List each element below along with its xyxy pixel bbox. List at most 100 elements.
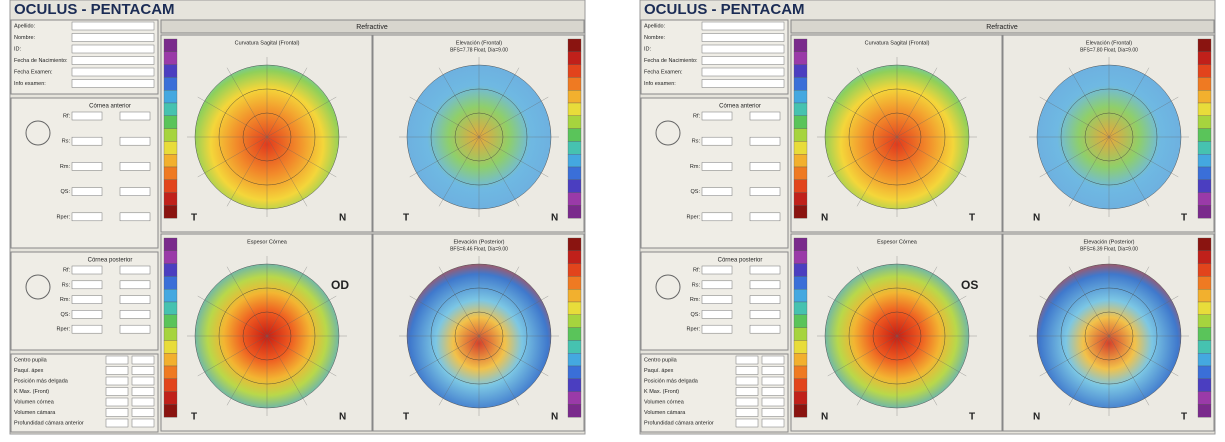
field-box [71, 295, 103, 304]
color-scale [1197, 179, 1212, 193]
map-title: Elevación (Frontal) [456, 40, 502, 46]
field-box [131, 418, 155, 428]
color-scale [163, 314, 178, 328]
color-scale [1197, 102, 1212, 116]
color-scale [163, 90, 178, 104]
field-box [105, 366, 129, 375]
color-scale [163, 301, 178, 315]
color-scale [567, 166, 582, 180]
field-label: Rs: [692, 282, 701, 288]
color-scale [793, 365, 808, 379]
measure-label: Centro pupila [14, 357, 48, 363]
map-title: Espesor Córnea [247, 239, 288, 245]
field-box [701, 324, 733, 334]
color-scale [1197, 289, 1212, 303]
measure-label: Profundidad cámara anterior [644, 420, 714, 426]
color-scale [793, 64, 808, 78]
measure-label: Volumen cámara [644, 410, 686, 416]
field-box [749, 324, 781, 334]
field-box [749, 187, 781, 196]
field-box [701, 33, 785, 42]
field-box [701, 56, 785, 65]
color-scale [1197, 378, 1212, 392]
field-label: Fecha Examen: [644, 69, 683, 75]
color-scale [1197, 205, 1212, 219]
field-box [119, 280, 151, 290]
field-label: QS: [61, 189, 71, 195]
field-box [749, 136, 781, 146]
color-scale [793, 378, 808, 392]
field-label: Apellido: [644, 23, 666, 29]
map-subtitle: BFS=6.46 Float, Dia=9.00 [450, 246, 508, 252]
field-box [71, 136, 103, 146]
map-title: Elevación (Posterior) [453, 239, 504, 245]
field-label: Rm: [690, 164, 701, 170]
map-axis [409, 96, 549, 178]
field-label: Info examen: [644, 81, 676, 87]
color-scale [567, 192, 582, 206]
color-scale [163, 404, 178, 418]
field-box [119, 187, 151, 196]
section-title: Córnea anterior [89, 104, 131, 110]
color-scale [793, 237, 808, 251]
color-scale [1197, 115, 1212, 129]
color-scale [567, 141, 582, 155]
field-label: QS: [61, 312, 71, 318]
field-box [735, 408, 759, 417]
field-box [749, 310, 781, 319]
color-scale [567, 301, 582, 315]
field-box [119, 162, 151, 171]
side-label: T [1181, 412, 1187, 423]
field-label: Rper: [687, 214, 701, 220]
color-scale [793, 102, 808, 116]
color-scale [1197, 391, 1212, 405]
field-box [131, 408, 155, 417]
field-label: Rm: [60, 164, 71, 170]
field-label: QS: [691, 312, 701, 318]
field-box [119, 295, 151, 304]
color-scale [1197, 276, 1212, 290]
map-axis [197, 295, 337, 377]
field-box [761, 355, 785, 365]
color-scale [567, 340, 582, 354]
field-box [735, 418, 759, 428]
color-scale [793, 340, 808, 354]
app-title: OCULUS - PENTACAM [644, 1, 805, 18]
field-label: Rf: [63, 113, 71, 119]
color-scale [1197, 192, 1212, 206]
color-scale [163, 179, 178, 193]
side-label: N [1033, 412, 1040, 423]
field-box [749, 295, 781, 304]
field-label: Rper: [57, 214, 71, 220]
color-scale [567, 77, 582, 91]
map-axis [827, 96, 967, 178]
field-label: Rs: [62, 139, 71, 145]
color-scale [567, 51, 582, 65]
color-scale [1197, 38, 1212, 52]
field-box [701, 111, 733, 121]
field-box [749, 280, 781, 290]
app-title: OCULUS - PENTACAM [14, 1, 175, 18]
eye-icon [25, 120, 51, 146]
map-subtitle: BFS=6.39 Float, Dia=9.00 [1080, 246, 1138, 252]
color-scale [567, 115, 582, 129]
field-box [119, 136, 151, 146]
field-box [701, 310, 733, 319]
color-scale [1197, 263, 1212, 277]
measure-label: Centro pupila [644, 357, 678, 363]
field-box [761, 408, 785, 417]
side-label: N [339, 213, 346, 224]
field-box [761, 397, 785, 407]
field-box [131, 376, 155, 386]
field-box [71, 67, 155, 77]
field-label: Fecha de Nacimiento: [14, 58, 68, 64]
field-box [701, 280, 733, 290]
side-label: T [403, 213, 409, 224]
field-box [761, 376, 785, 386]
section-box [640, 97, 789, 249]
field-box [131, 355, 155, 365]
field-box [105, 355, 129, 365]
color-scale [163, 154, 178, 168]
map-title: Curvatura Sagital (Frontal) [235, 40, 300, 46]
